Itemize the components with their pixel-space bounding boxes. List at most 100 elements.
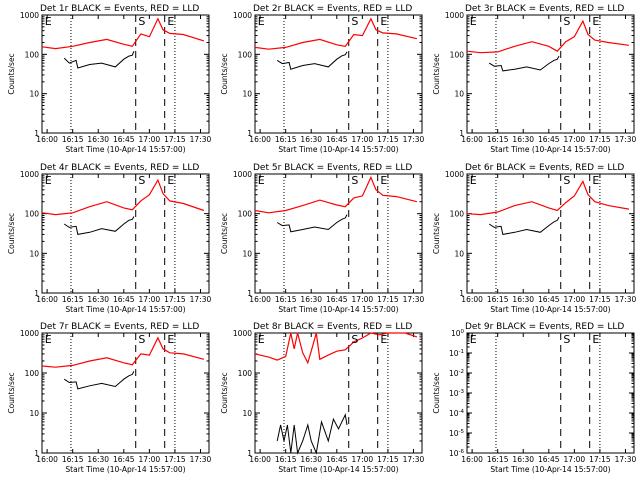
- plot-frame: [466, 332, 635, 454]
- y-tick-label: 100: [238, 50, 253, 59]
- start-marker: S: [563, 174, 570, 187]
- x-tick-label: 17:30: [190, 135, 212, 144]
- x-tick-label: 17:15: [164, 455, 186, 464]
- x-tick-label: 17:15: [589, 455, 611, 464]
- lld-series-line: [254, 17, 418, 50]
- x-tick-label: 16:30: [87, 135, 109, 144]
- plot-frame: [41, 332, 210, 454]
- start-marker: S: [138, 15, 145, 28]
- y-tick-label: 10: [29, 90, 39, 99]
- x-tick-label: 16:00: [249, 135, 271, 144]
- x-tick-label: 16:30: [87, 295, 109, 304]
- x-tick-label: 16:00: [36, 135, 58, 144]
- x-tick-label: 16:15: [487, 135, 509, 144]
- x-tick-label: 17:00: [564, 135, 586, 144]
- panel-det-6r: Det 6r BLACK = Events, RED = LLD 16:00 16:…: [432, 163, 637, 314]
- x-axis-label: Start Time (10-Apr-14 15:57:00): [490, 465, 610, 474]
- x-tick-label: 17:00: [352, 295, 374, 304]
- y-tick-label: 1000: [445, 170, 464, 179]
- panel-title: Det 9r BLACK = Events, RED = LLD: [465, 322, 624, 332]
- y-tick-label: 1000: [20, 329, 39, 338]
- events-series-line: [488, 216, 560, 235]
- x-tick-label: 17:00: [352, 135, 374, 144]
- x-tick-label: 16:30: [512, 135, 534, 144]
- y-tick-label: 1000: [233, 329, 252, 338]
- events-series-line: [63, 51, 135, 69]
- plot-frame: [41, 14, 210, 134]
- x-tick-label: 16:45: [326, 455, 348, 464]
- x-tick-label: 16:15: [62, 455, 84, 464]
- panel-det-7r: Det 7r BLACK = Events, RED = LLD 16:00 16:…: [7, 322, 212, 474]
- x-axis-label: Start Time (10-Apr-14 15:57:00): [278, 305, 398, 314]
- x-tick-label: 17:00: [564, 455, 586, 464]
- x-tick-label: 17:30: [615, 135, 637, 144]
- end-marker: E: [470, 333, 477, 346]
- x-tick-label: 17:00: [139, 135, 161, 144]
- y-tick-label: 10: [242, 409, 252, 418]
- x-axis-label: Start Time (10-Apr-14 15:57:00): [65, 305, 185, 314]
- panel-title: Det 3r BLACK = Events, RED = LLD: [465, 4, 624, 14]
- x-tick-label: 16:15: [62, 295, 84, 304]
- panel-title: Det 5r BLACK = Events, RED = LLD: [253, 163, 412, 173]
- end-marker: E: [380, 174, 387, 187]
- x-tick-label: 16:00: [461, 455, 483, 464]
- start-marker: S: [351, 333, 358, 346]
- x-tick-label: 16:45: [326, 135, 348, 144]
- y-tick-label: 100: [450, 210, 465, 219]
- x-tick-label: 17:00: [352, 455, 374, 464]
- y-axis-label: Counts/sec: [7, 213, 16, 254]
- start-marker: S: [563, 15, 570, 28]
- lld-series-line: [41, 17, 205, 50]
- y-tick-label: 10-5: [449, 429, 465, 438]
- plot-frame: [254, 173, 423, 294]
- end-marker: E: [258, 174, 265, 187]
- panel-title: Det 4r BLACK = Events, RED = LLD: [40, 163, 199, 173]
- x-axis-label: Start Time (10-Apr-14 15:57:00): [65, 145, 185, 154]
- x-tick-label: 17:30: [403, 295, 425, 304]
- x-tick-label: 17:30: [403, 135, 425, 144]
- y-tick-label: 10: [454, 90, 464, 99]
- panel-title: Det 8r BLACK = Events, RED = LLD: [253, 322, 412, 332]
- x-tick-label: 16:45: [538, 295, 560, 304]
- x-tick-label: 16:30: [512, 455, 534, 464]
- end-marker: E: [45, 15, 52, 28]
- y-axis-label: Counts/sec: [7, 372, 16, 413]
- x-tick-label: 16:15: [487, 295, 509, 304]
- x-tick-label: 16:30: [300, 295, 322, 304]
- panel-det-5r: Det 5r BLACK = Events, RED = LLD 16:00 16:…: [220, 163, 425, 314]
- end-marker: E: [470, 15, 477, 28]
- x-tick-label: 16:45: [326, 295, 348, 304]
- x-tick-label: 17:15: [589, 295, 611, 304]
- panel-title: Det 2r BLACK = Events, RED = LLD: [253, 4, 412, 14]
- x-tick-label: 16:00: [249, 295, 271, 304]
- x-tick-label: 16:15: [487, 455, 509, 464]
- end-marker: E: [167, 15, 174, 28]
- plot-frame: [466, 173, 635, 294]
- end-marker: E: [592, 333, 599, 346]
- y-axis-label: Counts/sec: [432, 53, 441, 94]
- start-marker: S: [351, 174, 358, 187]
- y-tick-label: 10-3: [449, 389, 465, 398]
- start-marker: S: [351, 15, 358, 28]
- panel-det-9r: Det 9r BLACK = Events, RED = LLD 16:00 16:…: [432, 322, 637, 474]
- end-marker: E: [167, 333, 174, 346]
- events-series-line: [488, 55, 560, 72]
- y-tick-label: 100: [25, 369, 40, 378]
- end-marker: E: [592, 15, 599, 28]
- x-tick-label: 16:15: [275, 295, 297, 304]
- y-tick-label: 10: [29, 249, 39, 258]
- y-tick-label: 1000: [233, 11, 252, 20]
- start-marker: S: [138, 333, 145, 346]
- x-tick-label: 17:15: [377, 295, 399, 304]
- x-tick-label: 17:15: [377, 455, 399, 464]
- y-tick-label: 10-6: [449, 449, 465, 458]
- x-tick-label: 16:45: [538, 455, 560, 464]
- y-tick-label: 10: [29, 409, 39, 418]
- lld-series-line: [254, 175, 418, 214]
- y-tick-label: 1: [247, 289, 252, 298]
- x-tick-label: 16:00: [36, 455, 58, 464]
- x-tick-label: 16:00: [36, 295, 58, 304]
- end-marker: E: [592, 174, 599, 187]
- events-series-line: [63, 216, 135, 235]
